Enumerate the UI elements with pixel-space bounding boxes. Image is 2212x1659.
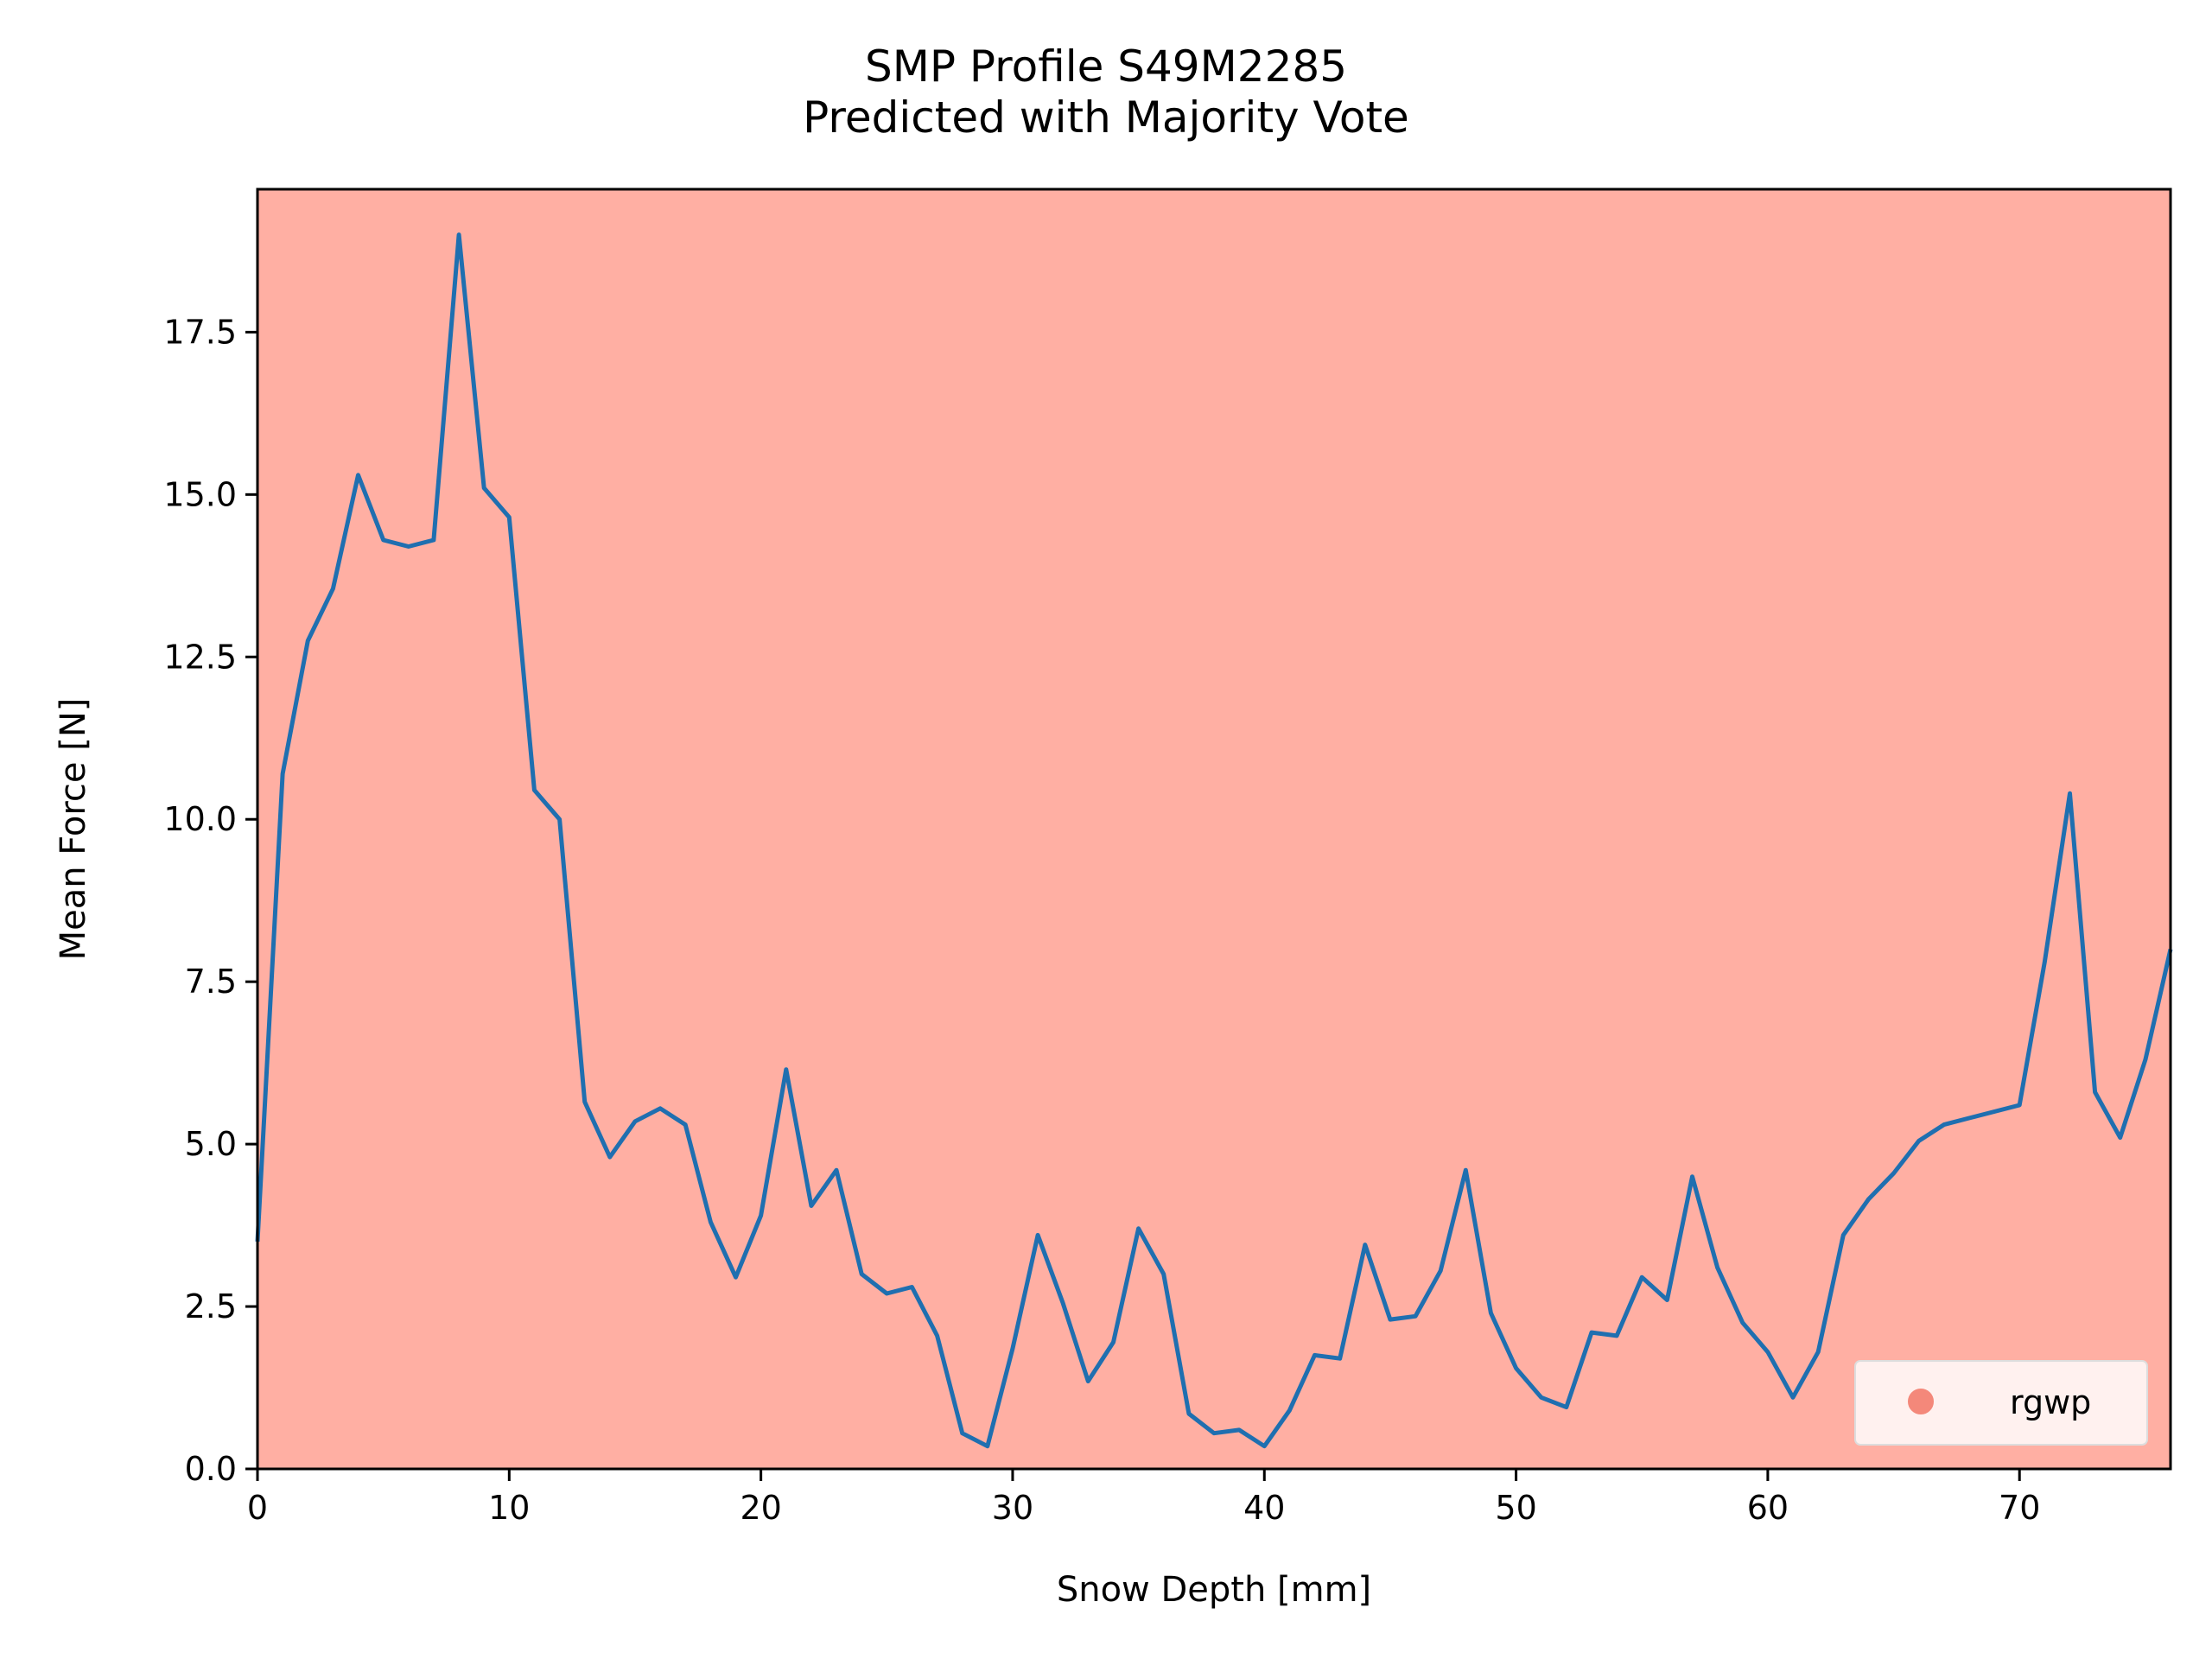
data-marks xyxy=(255,232,2173,1449)
x-tick-label: 40 xyxy=(1243,1489,1285,1527)
y-axis-label: Mean Force [N] xyxy=(54,698,93,961)
x-tick-label: 60 xyxy=(1747,1489,1789,1527)
legend: rgwp xyxy=(1854,1360,2148,1446)
chart-title: SMP Profile S49M2285 xyxy=(864,41,1348,92)
legend-marker-rgwp xyxy=(1908,1389,1934,1414)
x-tick-label: 50 xyxy=(1495,1489,1536,1527)
x-tick-label: 0 xyxy=(247,1489,268,1527)
series-line-0 xyxy=(255,232,2173,1449)
y-tick-label: 12.5 xyxy=(163,638,237,676)
legend-box xyxy=(1854,1360,2148,1446)
y-axis-ticks: 0.0 2.5 5.0 7.5 10.0 12.5 15.0 17.5 xyxy=(163,313,257,1488)
y-tick-label: 7.5 xyxy=(185,963,237,1001)
x-tick-label: 20 xyxy=(740,1489,781,1527)
plot-background xyxy=(257,189,2171,1469)
y-tick-label: 17.5 xyxy=(163,313,237,351)
legend-label-rgwp: rgwp xyxy=(2010,1383,2091,1421)
plot-frame xyxy=(256,188,2172,1471)
x-tick-label: 70 xyxy=(1999,1489,2040,1527)
x-tick-label: 10 xyxy=(488,1489,530,1527)
chart-subtitle: Predicted with Majority Vote xyxy=(803,92,1409,143)
y-tick-label: 2.5 xyxy=(185,1287,237,1325)
y-tick-label: 10.0 xyxy=(163,800,237,838)
x-axis-label: Snow Depth [mm] xyxy=(1057,1570,1371,1610)
x-axis-ticks: 0 10 20 30 40 50 60 70 xyxy=(247,1469,2040,1527)
y-tick-label: 0.0 xyxy=(185,1450,237,1488)
y-tick-label: 5.0 xyxy=(185,1125,237,1163)
x-tick-label: 30 xyxy=(992,1489,1033,1527)
y-tick-label: 15.0 xyxy=(163,475,237,513)
